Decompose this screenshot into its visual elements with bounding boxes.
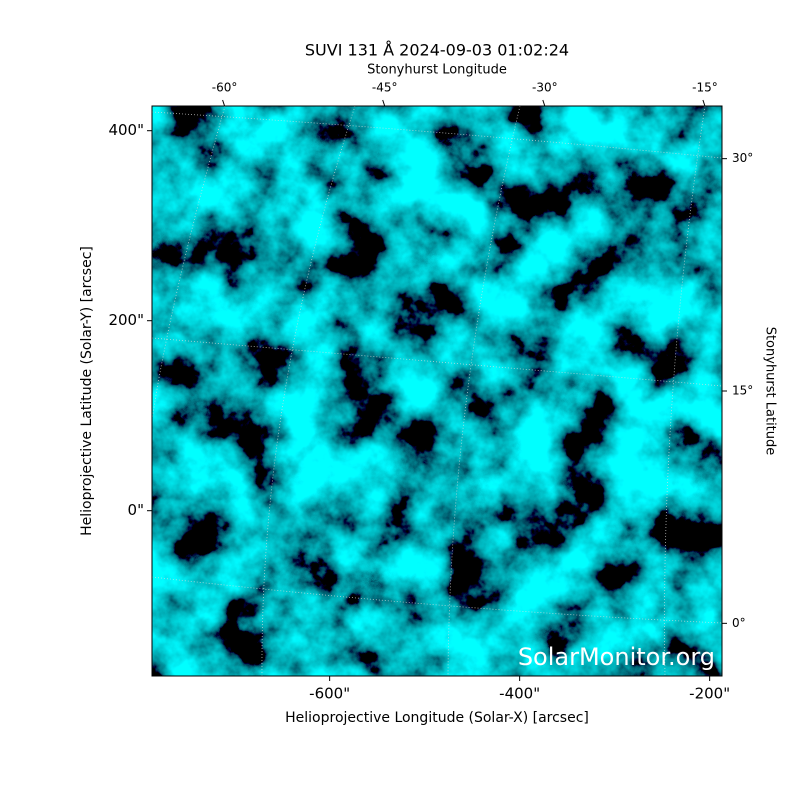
watermark: SolarMonitor.org — [518, 643, 715, 671]
y2-axis-label: Stonyhurst Latitude — [763, 327, 778, 456]
y-tick-label: 200" — [108, 311, 144, 329]
x2-tick-label: -45° — [372, 81, 398, 95]
x2-tick — [382, 99, 386, 107]
y-tick-label: 0" — [128, 501, 144, 519]
x2-tick-label: -60° — [212, 81, 238, 95]
y-tick-label: 400" — [108, 121, 144, 139]
x2-axis-label: Stonyhurst Longitude — [367, 63, 507, 78]
y2-tick-label: 0° — [732, 616, 746, 630]
coordinate-grid — [152, 106, 722, 676]
x2-tick — [542, 99, 546, 107]
x-tick-label: -400" — [499, 685, 540, 703]
x2-tick — [222, 99, 226, 107]
x-tick-label: -200" — [689, 685, 730, 703]
x2-tick-label: -30° — [532, 81, 558, 95]
y-axis-label: Helioprojective Latitude (Solar-Y) [arcs… — [79, 246, 95, 536]
x2-tick — [702, 99, 706, 107]
chart-title: SUVI 131 Å 2024-09-03 01:02:24 — [305, 41, 569, 60]
solar-image — [152, 106, 722, 676]
x2-tick-label: -15° — [692, 81, 718, 95]
x-tick-label: -600" — [309, 685, 350, 703]
x-axis-label: Helioprojective Longitude (Solar-X) [arc… — [285, 710, 589, 726]
y2-tick-label: 15° — [732, 384, 753, 398]
y2-tick-label: 30° — [732, 151, 753, 165]
